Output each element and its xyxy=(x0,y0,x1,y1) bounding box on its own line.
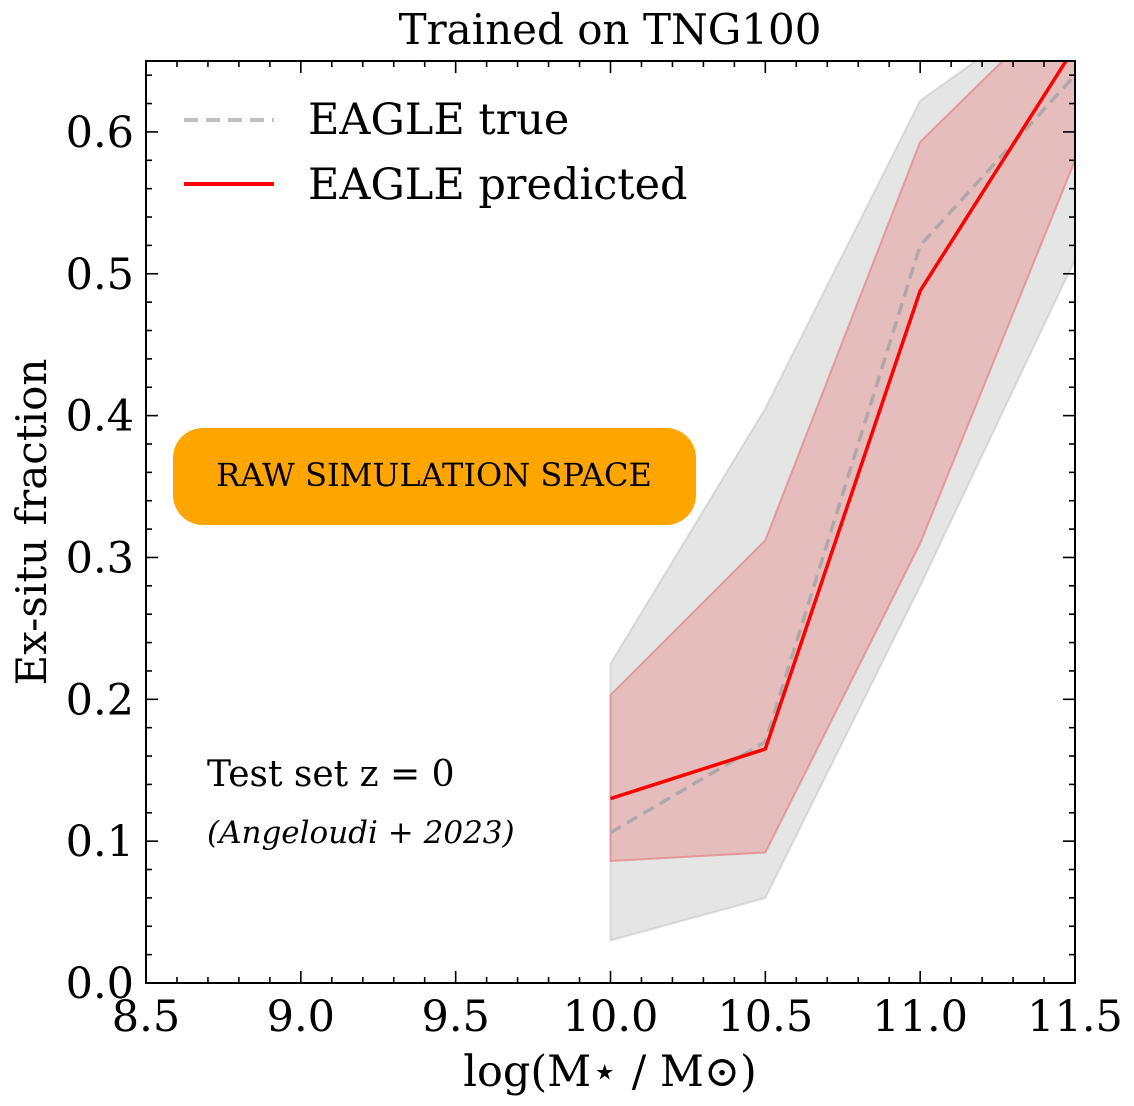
y-axis-label: Ex-situ fraction xyxy=(7,359,56,686)
y-tick-label: 0.3 xyxy=(66,533,134,583)
y-tick-label: 0.6 xyxy=(66,108,134,158)
legend: EAGLE true EAGLE predicted xyxy=(184,95,688,210)
x-tick-label: 11.5 xyxy=(1027,992,1123,1042)
chart-title: Trained on TNG100 xyxy=(399,5,822,54)
x-tick-label: 10.0 xyxy=(563,992,659,1042)
x-tick-label: 10.5 xyxy=(717,992,813,1042)
x-tick-label: 11.0 xyxy=(872,992,968,1042)
y-tick-label: 0.2 xyxy=(66,675,134,725)
x-tick-label: 9.0 xyxy=(267,992,335,1042)
plot-area xyxy=(609,61,1075,942)
axis-ticks xyxy=(145,61,1076,984)
y-tick-label: 0.4 xyxy=(66,392,134,442)
x-axis-label: log(M⋆ / M⊙) xyxy=(463,1047,757,1097)
band-eagle-true xyxy=(609,61,1075,942)
line-eagle-predicted xyxy=(609,61,1069,801)
citation-annotation: (Angeloudi + 2023) xyxy=(207,815,515,851)
y-tick-labels: 0.0 0.1 0.2 0.3 0.4 0.5 0.6 xyxy=(66,108,134,1009)
legend-label-eagle-true: EAGLE true xyxy=(308,95,569,145)
line-eagle-true xyxy=(609,74,1075,835)
y-tick-label: 0.5 xyxy=(66,250,134,300)
raw-simulation-badge-text: RAW SIMULATION SPACE xyxy=(216,456,652,494)
x-tick-labels: 8.5 9.0 9.5 10.0 10.5 11.0 11.5 xyxy=(112,992,1123,1042)
test-set-annotation: Test set z = 0 xyxy=(207,754,455,795)
x-tick-label: 8.5 xyxy=(112,992,180,1042)
y-tick-label: 0.1 xyxy=(66,817,134,867)
legend-label-eagle-predicted: EAGLE predicted xyxy=(308,160,688,210)
y-tick-label: 0.0 xyxy=(66,959,134,1009)
band-eagle-predicted xyxy=(609,61,1075,863)
x-tick-label: 9.5 xyxy=(421,992,489,1042)
raw-simulation-badge xyxy=(173,428,696,525)
